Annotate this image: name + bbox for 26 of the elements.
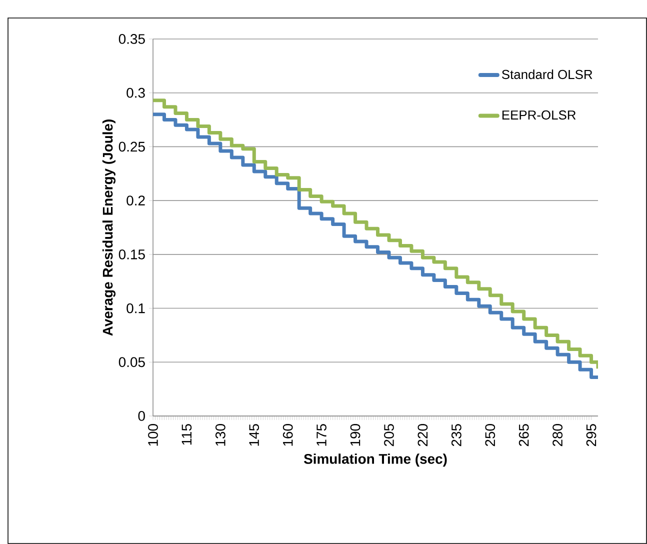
x-tick-label: 220 [418,424,428,446]
x-tick-label: 235 [451,424,462,446]
y-tick-label: 0.35 [118,34,145,44]
y-tick-label: 0 [138,411,145,421]
y-tick-label: 0.05 [118,357,145,368]
x-tick-label: 295 [586,424,596,446]
x-tick-label: 175 [316,424,326,446]
y-tick-label: 0.1 [126,303,145,314]
x-tick-label: 265 [518,424,529,446]
x-tick-label: 160 [282,424,293,446]
y-tick-label: 0.15 [118,249,145,260]
x-tick-label: 280 [552,424,562,446]
x-tick-label: 205 [384,424,394,446]
y-tick-label: 0.25 [118,142,145,152]
x-tick-label: 145 [249,424,260,446]
y-tick-label: 0.2 [126,196,145,206]
legend-label: EEPR-OLSR [502,110,576,120]
x-tick-label: 250 [485,424,496,446]
x-tick-label: 100 [148,424,158,446]
x-axis-title: Simulation Time (sec) [304,454,447,467]
y-axis-title: Average Residual Energy (Joule) [102,120,116,336]
y-tick-label: 0.3 [126,88,145,98]
legend-label: Standard OLSR [502,70,592,80]
x-tick-label: 130 [215,424,226,446]
x-tick-label: 190 [350,424,360,446]
x-tick-label: 115 [182,424,192,445]
